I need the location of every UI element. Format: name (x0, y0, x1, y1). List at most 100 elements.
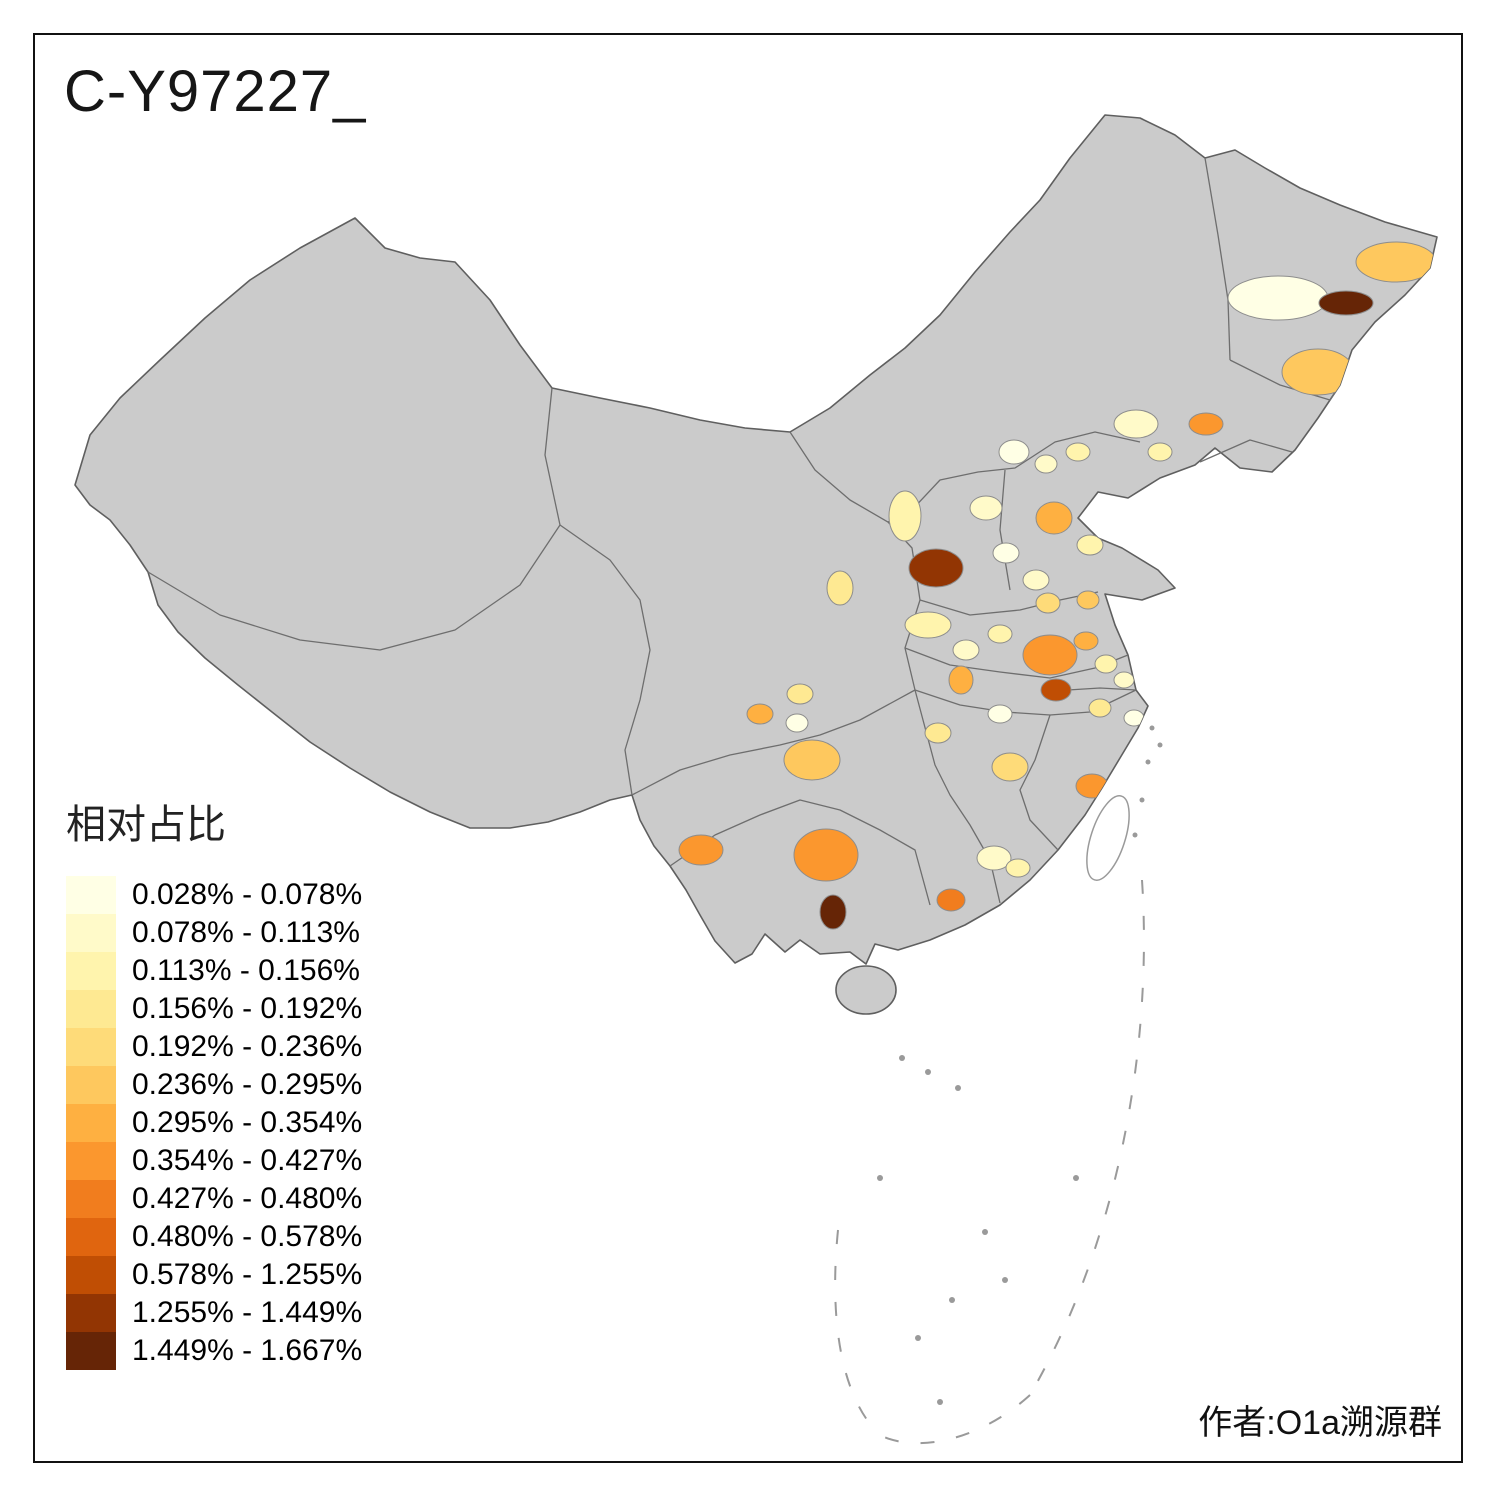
legend-row: 0.078% - 0.113% (66, 914, 362, 952)
legend-swatch (66, 990, 116, 1028)
map-region (992, 542, 1020, 564)
legend-row: 0.427% - 0.480% (66, 1180, 362, 1218)
map-region (1073, 631, 1099, 651)
legend: 相对占比 0.028% - 0.078% 0.078% - 0.113% 0.113… (66, 792, 362, 1370)
legend-label: 0.354% - 0.427% (132, 1144, 363, 1177)
legend-label: 0.113% - 0.156% (132, 954, 360, 987)
map-region (819, 894, 847, 930)
map-region (1147, 442, 1173, 462)
legend-label: 1.449% - 1.667% (132, 1334, 363, 1367)
map-region (826, 570, 854, 606)
map-region (1188, 412, 1224, 436)
author-credit: 作者:O1a溯源群 (1198, 1404, 1442, 1442)
map-region (1035, 592, 1061, 614)
legend-row: 1.255% - 1.449% (66, 1294, 362, 1332)
map-region (1034, 454, 1058, 474)
legend-label: 0.427% - 0.480% (132, 1182, 363, 1215)
legend-row: 0.192% - 0.236% (66, 1028, 362, 1066)
legend-row: 0.156% - 0.192% (66, 990, 362, 1028)
legend-swatch (66, 1256, 116, 1294)
legend-row: 0.295% - 0.354% (66, 1104, 362, 1142)
plot-frame (33, 33, 1463, 1463)
legend-row: 0.028% - 0.078% (66, 876, 362, 914)
map-region (991, 752, 1029, 782)
map-region (924, 722, 952, 744)
legend-swatch (66, 1028, 116, 1066)
legend-swatch (66, 1180, 116, 1218)
map-region (1035, 501, 1073, 535)
map-region (1076, 590, 1100, 610)
legend-label: 0.236% - 0.295% (132, 1068, 363, 1101)
legend-row: 0.578% - 1.255% (66, 1256, 362, 1294)
map-region (1065, 442, 1091, 462)
legend-row: 0.480% - 0.578% (66, 1218, 362, 1256)
legend-label: 0.295% - 0.354% (132, 1106, 363, 1139)
map-region (793, 828, 859, 882)
map-region (952, 639, 980, 661)
map-region (987, 704, 1013, 724)
legend-label: 0.578% - 1.255% (132, 1258, 363, 1291)
legend-label: 0.480% - 0.578% (132, 1220, 363, 1253)
map-region (783, 739, 841, 781)
map-region (976, 845, 1012, 871)
map-region (1355, 241, 1437, 283)
map-region (1022, 569, 1050, 591)
legend-title: 相对占比 (66, 803, 226, 847)
sea-islets (877, 725, 1163, 1405)
map-region (1088, 698, 1112, 718)
hainan-island (835, 965, 897, 1015)
legend-label: 0.192% - 0.236% (132, 1030, 363, 1063)
china-outline (74, 114, 1438, 965)
map-region (1227, 275, 1329, 321)
legend-label: 1.255% - 1.449% (132, 1296, 363, 1329)
legend-label: 0.078% - 0.113% (132, 916, 360, 949)
province-borders (147, 157, 1341, 906)
taiwan-island (1086, 795, 1130, 881)
map-region (1123, 709, 1145, 727)
map-region (908, 548, 964, 588)
legend-row: 1.449% - 1.667% (66, 1332, 362, 1370)
page-title: C-Y97227_ (64, 59, 367, 124)
map-region (888, 490, 922, 542)
map-region (1005, 858, 1031, 878)
legend-swatch (66, 1066, 116, 1104)
map-region (948, 665, 974, 695)
legend-swatch (66, 1332, 116, 1370)
map-region (936, 888, 966, 912)
map-region (1113, 671, 1135, 689)
map-region (1281, 348, 1355, 396)
legend-swatch (66, 1218, 116, 1256)
legend-swatch (66, 876, 116, 914)
legend-swatch (66, 1294, 116, 1332)
legend-swatch (66, 1104, 116, 1142)
map-region (904, 611, 952, 639)
map-region (969, 495, 1003, 521)
map-region (1022, 634, 1078, 676)
map-region (746, 703, 774, 725)
map-region (785, 713, 809, 733)
legend-row: 0.236% - 0.295% (66, 1066, 362, 1104)
legend-swatch (66, 1142, 116, 1180)
map-region (1076, 534, 1104, 556)
map-region (1075, 773, 1109, 799)
legend-rows: 0.028% - 0.078% 0.078% - 0.113% 0.113% - 0… (66, 876, 362, 1370)
colored-regions-layer (678, 241, 1437, 930)
legend-row: 0.354% - 0.427% (66, 1142, 362, 1180)
south-china-sea-dash-line (871, 1394, 1031, 1445)
map-region (786, 683, 814, 705)
south-china-sea-dash-line (834, 1229, 879, 1434)
legend-label: 0.028% - 0.078% (132, 878, 363, 911)
map-region (998, 439, 1030, 465)
legend-swatch (66, 952, 116, 990)
legend-row: 0.113% - 0.156% (66, 952, 362, 990)
map-region (1040, 678, 1072, 702)
map-region (987, 624, 1013, 644)
map-region (1318, 290, 1374, 316)
legend-label: 0.156% - 0.192% (132, 992, 363, 1025)
south-china-sea-dash-line (1029, 879, 1145, 1396)
legend-swatch (66, 914, 116, 952)
map-region (678, 834, 724, 866)
map-region (1094, 654, 1118, 674)
